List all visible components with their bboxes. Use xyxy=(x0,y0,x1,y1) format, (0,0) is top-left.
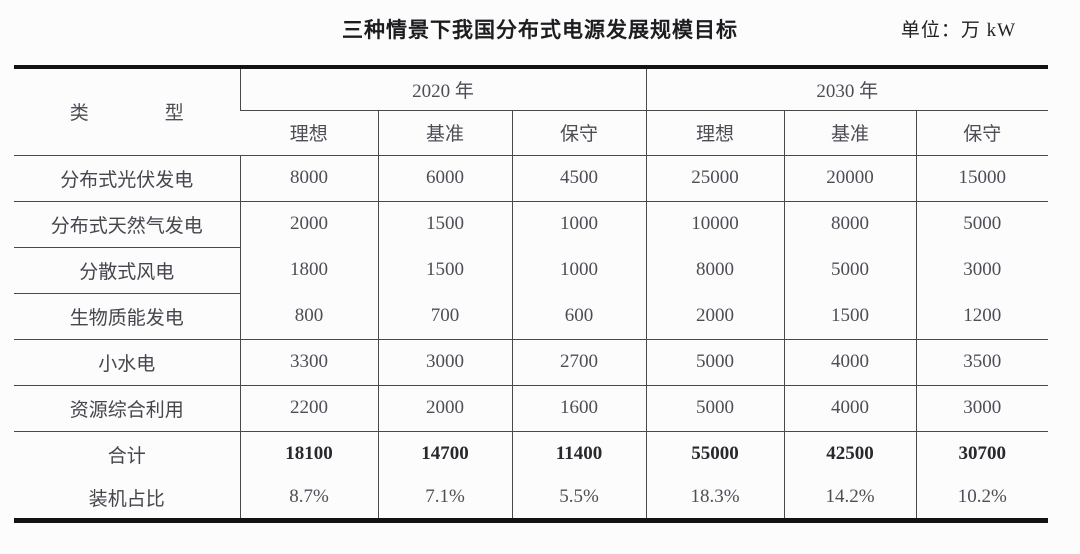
unit-label: 单位：万 kW xyxy=(900,20,1016,41)
value-cell: 5000 xyxy=(645,385,784,432)
value-cell: 8000 xyxy=(239,155,378,202)
table-row: 生物质能发电 800 700 600 2000 1500 1200 xyxy=(14,293,1049,340)
value-cell: 18.3% xyxy=(645,477,784,520)
year-group-2030-header: 2030 年 xyxy=(645,67,1049,111)
value-cell: 2700 xyxy=(511,339,646,386)
data-table: 类 型 2020 年 2030 年 理想 基准 保守 理想 基准 保守 分布式光… xyxy=(14,65,1049,523)
title-bar: 三种情景下我国分布式电源发展规模目标 单位：万 kW xyxy=(0,10,1080,52)
value-cell: 3500 xyxy=(915,339,1049,386)
value-cell: 5000 xyxy=(783,247,916,293)
value-cell: 2000 xyxy=(239,201,378,247)
value-cell: 14.2% xyxy=(783,477,916,520)
value-cell: 600 xyxy=(511,293,646,340)
value-cell: 10000 xyxy=(645,201,784,247)
table-row: 分布式天然气发电 2000 1500 1000 10000 8000 5000 xyxy=(14,201,1049,248)
row-label: 生物质能发电 xyxy=(14,293,240,340)
header-row-years: 类 型 2020 年 2030 年 xyxy=(14,67,1049,156)
scenario-header: 保守 xyxy=(915,110,1049,156)
row-label: 资源综合利用 xyxy=(14,385,240,432)
value-cell: 8.7% xyxy=(239,477,378,520)
table-row-share: 装机占比 8.7% 7.1% 5.5% 18.3% 14.2% 10.2% xyxy=(14,477,1049,520)
scenario-header: 保守 xyxy=(511,110,646,156)
value-cell: 8000 xyxy=(645,247,784,293)
value-cell: 1800 xyxy=(239,247,378,293)
value-cell: 800 xyxy=(239,293,378,340)
table-row: 小水电 3300 3000 2700 5000 4000 3500 xyxy=(14,339,1049,386)
value-cell: 5000 xyxy=(645,339,784,386)
year-group-2020-header: 2020 年 xyxy=(239,67,646,111)
value-cell: 4500 xyxy=(511,155,646,202)
value-cell: 5.5% xyxy=(511,477,646,520)
value-cell: 10.2% xyxy=(915,477,1049,520)
row-label: 分布式光伏发电 xyxy=(14,155,240,202)
value-cell: 55000 xyxy=(645,431,784,477)
scenario-header: 理想 xyxy=(240,110,378,156)
value-cell: 6000 xyxy=(377,155,512,202)
table-row: 资源综合利用 2200 2000 1600 5000 4000 3000 xyxy=(14,385,1049,432)
value-cell: 20000 xyxy=(783,155,916,202)
value-cell: 1200 xyxy=(915,293,1049,340)
row-label: 小水电 xyxy=(14,339,240,386)
value-cell: 11400 xyxy=(511,431,646,477)
table-row-totals: 合计 18100 14700 11400 55000 42500 30700 xyxy=(14,431,1049,477)
row-label: 分布式天然气发电 xyxy=(14,201,240,248)
table-row: 分布式光伏发电 8000 6000 4500 25000 20000 15000 xyxy=(14,155,1049,202)
value-cell: 3300 xyxy=(239,339,378,386)
value-cell: 15000 xyxy=(915,155,1049,202)
value-cell: 7.1% xyxy=(377,477,512,520)
scenario-header: 基准 xyxy=(377,110,512,156)
row-label: 合计 xyxy=(107,445,146,467)
value-cell: 1500 xyxy=(377,247,512,293)
table-title: 三种情景下我国分布式电源发展规模目标 xyxy=(342,19,738,42)
value-cell: 8000 xyxy=(783,201,916,247)
value-cell: 3000 xyxy=(915,385,1049,432)
value-cell: 3000 xyxy=(915,247,1049,293)
value-cell: 3000 xyxy=(377,339,512,386)
type-column-header: 类 型 xyxy=(14,67,240,156)
value-cell: 18100 xyxy=(239,431,378,477)
table-row: 分散式风电 1800 1500 1000 8000 5000 3000 xyxy=(14,247,1049,294)
value-cell: 42500 xyxy=(783,431,916,477)
value-cell: 14700 xyxy=(377,431,512,477)
scenario-header: 理想 xyxy=(645,110,784,156)
row-label: 装机占比 xyxy=(88,488,165,510)
value-cell: 30700 xyxy=(915,431,1049,477)
value-cell: 2200 xyxy=(239,385,378,432)
header-row-scenarios: 理想 基准 保守 理想 基准 保守 xyxy=(14,110,1049,156)
value-cell: 2000 xyxy=(377,385,512,432)
scenario-header: 基准 xyxy=(783,110,916,156)
value-cell: 1000 xyxy=(511,201,646,247)
value-cell: 1500 xyxy=(377,201,512,247)
row-label: 分散式风电 xyxy=(14,247,240,294)
value-cell: 1600 xyxy=(511,385,646,432)
value-cell: 1000 xyxy=(511,247,646,293)
value-cell: 700 xyxy=(377,293,512,340)
value-cell: 5000 xyxy=(915,201,1049,247)
value-cell: 1500 xyxy=(783,293,916,340)
value-cell: 25000 xyxy=(645,155,784,202)
value-cell: 4000 xyxy=(783,385,916,432)
value-cell: 4000 xyxy=(783,339,916,386)
value-cell: 2000 xyxy=(645,293,784,340)
